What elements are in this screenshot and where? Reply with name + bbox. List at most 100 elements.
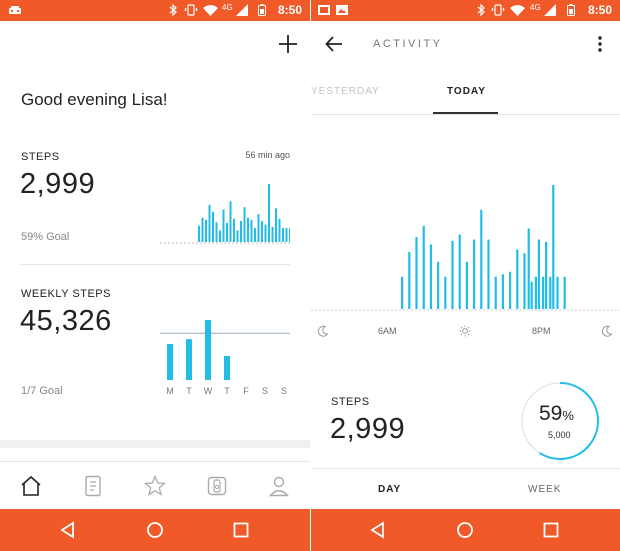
clock: 8:50 <box>587 3 612 17</box>
tabs-divider <box>311 114 620 115</box>
hour-bar <box>458 234 461 309</box>
status-bar: 4G 8:50 <box>0 0 310 21</box>
network-type: 4G <box>222 3 233 12</box>
tab-day[interactable]: DAY <box>378 484 402 495</box>
hour-bar <box>451 240 454 309</box>
moon-icon <box>317 325 329 337</box>
more-options-icon[interactable] <box>598 36 602 52</box>
hourly-bar <box>264 224 267 242</box>
hourly-bar <box>268 184 270 242</box>
bluetooth-icon <box>169 4 177 16</box>
star-icon[interactable] <box>143 474 167 498</box>
journal-icon[interactable] <box>81 474 105 498</box>
back-arrow-icon[interactable] <box>325 35 343 53</box>
hourly-bar <box>222 209 225 242</box>
tab-week[interactable]: WEEK <box>528 484 562 495</box>
hourly-bar <box>261 221 263 242</box>
home-nav-icon[interactable] <box>454 519 476 541</box>
hourly-bar <box>257 214 260 242</box>
hourly-bar <box>278 218 281 242</box>
steps-card-value: 2,999 <box>20 168 96 200</box>
active-tab-indicator <box>433 112 498 114</box>
hourly-bar <box>226 222 228 242</box>
activity-screen: 4G 8:50 ACTIVITY YESTERDAY TODAY <box>311 0 620 551</box>
recents-nav-icon[interactable] <box>230 519 252 541</box>
hour-bar <box>527 228 530 309</box>
recents-nav-icon[interactable] <box>540 519 562 541</box>
screen-divider <box>310 0 311 551</box>
hour-bar <box>537 239 540 309</box>
hourly-bar <box>240 221 242 242</box>
hour-bar <box>408 251 411 309</box>
hour-bar <box>530 281 533 309</box>
hourly-bar <box>233 218 235 242</box>
steps-card-goal: 59% Goal <box>21 231 70 243</box>
battery-icon <box>567 4 575 16</box>
weekly-bar <box>167 344 173 380</box>
hour-bar <box>549 276 552 309</box>
device-icon[interactable] <box>205 474 229 498</box>
hour-bar <box>401 276 404 309</box>
hour-bar <box>429 244 432 309</box>
clock: 8:50 <box>277 3 302 17</box>
car-icon <box>9 6 21 14</box>
sun-icon <box>459 325 471 337</box>
steps-value: 2,999 <box>330 413 406 445</box>
hourly-bar <box>254 228 256 242</box>
hourly-bar <box>250 219 253 242</box>
hourly-bar <box>243 207 246 242</box>
add-icon[interactable] <box>278 34 298 54</box>
hourly-bar <box>219 230 221 242</box>
hour-bar <box>444 276 447 309</box>
hour-bar <box>501 274 504 309</box>
hour-bar <box>516 249 519 309</box>
system-nav-bar <box>311 509 620 551</box>
hourly-bar <box>205 219 207 242</box>
hour-bar <box>480 209 483 309</box>
hourly-bar <box>282 228 284 242</box>
hourly-bar <box>285 228 288 242</box>
vibrate-icon <box>184 4 198 16</box>
daily-steps-chart <box>311 185 620 311</box>
greeting: Good evening Lisa! <box>21 90 168 109</box>
hourly-bar <box>201 217 204 242</box>
weekday-label: S <box>262 386 268 396</box>
page-title: ACTIVITY <box>373 38 443 50</box>
goal-percent-sign: % <box>562 408 574 423</box>
bottom-tabs-divider <box>311 468 620 469</box>
network-type: 4G <box>530 3 541 12</box>
hourly-bar <box>198 225 200 242</box>
status-bar: 4G 8:50 <box>311 0 620 21</box>
weekly-card-value: 45,326 <box>20 305 112 337</box>
section-spacer <box>0 440 310 448</box>
weekly-card-label: WEEKLY STEPS <box>21 288 111 300</box>
weekday-label: S <box>281 386 287 396</box>
goal-percent-value: 59 <box>539 402 563 425</box>
wifi-icon <box>203 5 218 16</box>
hourly-bar <box>247 217 249 242</box>
home-nav-icon[interactable] <box>144 519 166 541</box>
hourly-bar <box>271 226 274 242</box>
bottom-tab-bar <box>0 462 310 508</box>
weekday-label: W <box>204 386 213 396</box>
image-icon <box>336 5 348 15</box>
hour-bar <box>422 225 425 309</box>
battery-icon <box>258 4 266 16</box>
signal-icon <box>236 4 248 16</box>
hour-bar <box>473 239 476 309</box>
wifi-icon <box>510 5 525 16</box>
tab-today[interactable]: TODAY <box>447 86 486 97</box>
hourly-bar <box>215 222 218 242</box>
signal-icon <box>544 4 556 16</box>
goal-percent: 59% <box>539 402 574 426</box>
home-icon[interactable] <box>19 474 43 498</box>
back-nav-icon[interactable] <box>367 519 389 541</box>
profile-icon[interactable] <box>267 474 291 498</box>
hour-bar <box>415 237 418 309</box>
hourly-bar <box>236 230 239 242</box>
tab-yesterday[interactable]: YESTERDAY <box>311 86 380 97</box>
back-nav-icon[interactable] <box>57 519 79 541</box>
weekly-bar <box>224 356 230 380</box>
weekday-label: T <box>186 386 192 396</box>
